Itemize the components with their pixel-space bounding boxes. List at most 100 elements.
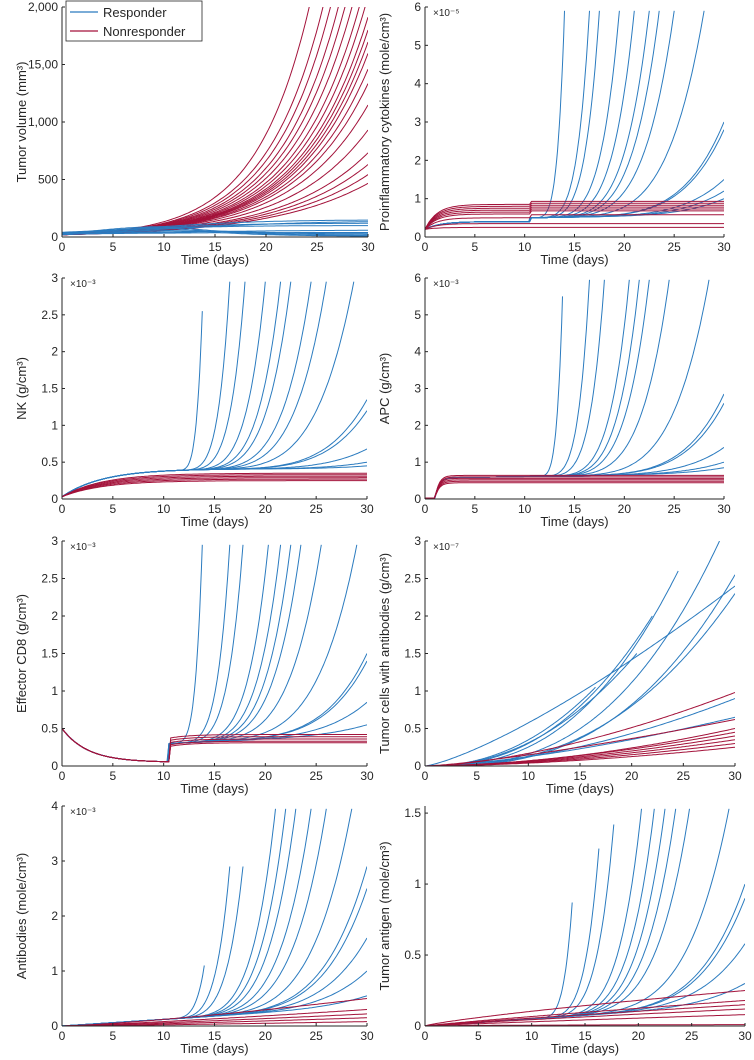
y-axis-label: Antibodies (mole/cm³) — [14, 853, 29, 979]
chart-panel-6: 0 5 10 15 20 25 30 0 0.5 1 1.5 2 2.5 3 ×10⁻⁷ Time (days… — [377, 534, 742, 796]
nonresponder-series-line — [62, 17, 368, 236]
y-tick-label: 4 — [51, 799, 58, 813]
nonresponder-series-line — [62, 164, 368, 236]
y-tick-label: 1 — [51, 418, 58, 432]
y-tick-label: 2 — [51, 345, 58, 359]
x-tick-label: 5 — [110, 240, 117, 254]
x-tick-label: 25 — [685, 1029, 699, 1043]
responder-series-line — [425, 279, 670, 499]
nonresponder-series-line — [425, 476, 724, 499]
y-tick-label: 3 — [51, 534, 58, 548]
nonresponder-series-line — [425, 990, 745, 1026]
y-tick-label: 0 — [414, 1019, 421, 1033]
responder-series-line — [425, 279, 605, 499]
responder-series-line — [62, 808, 297, 1026]
x-tick-label: 20 — [259, 502, 273, 516]
responder-series-line — [425, 10, 590, 230]
nonresponder-series-line — [62, 129, 368, 236]
x-tick-label: 30 — [360, 769, 374, 783]
y-tick-label: 15,00 — [28, 58, 58, 72]
chart-panel-3: 0 5 10 15 20 25 30 0 0.5 1 1.5 2 2.5 3 ×10⁻³ Time (days… — [14, 271, 374, 529]
responder-series-line — [425, 808, 655, 1026]
y-tick-label: 3 — [51, 854, 58, 868]
x-tick-label: 0 — [59, 1029, 66, 1043]
x-tick-label: 15 — [568, 502, 582, 516]
axis-multiplier: ×10⁻³ — [70, 807, 96, 818]
responder-series-line — [425, 541, 720, 766]
x-tick-label: 25 — [309, 1029, 323, 1043]
responder-series-line — [425, 10, 635, 230]
y-tick-label: 3 — [51, 271, 58, 285]
responder-series-line — [62, 866, 231, 1026]
y-tick-label: 2 — [51, 609, 58, 623]
y-tick-label: 1.5 — [41, 382, 58, 396]
responder-series-line — [425, 279, 590, 499]
y-tick-label: 2 — [414, 418, 421, 432]
responder-series-line — [62, 808, 353, 1026]
x-tick-label: 10 — [522, 769, 536, 783]
x-axis-label: Time (days) — [551, 1041, 619, 1056]
nonresponder-series-line — [425, 202, 724, 230]
x-tick-label: 5 — [475, 1029, 482, 1043]
y-tick-label: 1 — [414, 192, 421, 206]
y-tick-label: 2 — [414, 153, 421, 167]
x-tick-label: 5 — [471, 502, 478, 516]
nonresponder-series-line — [62, 41, 368, 236]
y-tick-label: 0 — [51, 1019, 58, 1033]
responder-series-line — [62, 808, 276, 1026]
y-tick-label: 2 — [414, 609, 421, 623]
responder-series-line — [425, 883, 745, 1026]
x-tick-label: 0 — [422, 769, 429, 783]
x-axis-label: Time (days) — [180, 1041, 248, 1056]
x-tick-label: 0 — [59, 769, 66, 783]
y-axis-label: Proinflammatory cytokines (mole/cm³) — [377, 13, 392, 231]
nonresponder-series-line — [425, 223, 724, 230]
x-tick-label: 25 — [667, 502, 681, 516]
responder-series-line — [62, 544, 322, 763]
nonresponder-series-line — [425, 226, 724, 230]
y-tick-label: 1.5 — [404, 647, 421, 661]
responder-series-line — [425, 10, 600, 230]
x-tick-label: 20 — [259, 240, 273, 254]
y-tick-label: 0.5 — [41, 455, 58, 469]
responder-series-line — [62, 701, 367, 763]
axis-multiplier: ×10⁻⁷ — [433, 542, 459, 553]
nonresponder-series-line — [62, 472, 367, 498]
y-axis-label: Tumor volume (mm³) — [14, 62, 29, 183]
y-tick-label: 1 — [414, 877, 421, 891]
responder-series-line — [425, 902, 573, 1026]
x-tick-label: 20 — [618, 240, 632, 254]
y-tick-label: 4 — [414, 345, 421, 359]
responder-series-line — [62, 808, 312, 1026]
x-tick-label: 15 — [208, 502, 222, 516]
series-group — [425, 279, 724, 499]
x-axis-label: Time (days) — [540, 252, 608, 267]
x-tick-label: 10 — [157, 502, 171, 516]
y-tick-label: 2.5 — [404, 572, 421, 586]
y-tick-label: 6 — [414, 271, 421, 285]
x-tick-label: 20 — [632, 1029, 646, 1043]
responder-series-line — [62, 544, 358, 763]
nonresponder-series-line — [425, 482, 724, 499]
x-tick-label: 25 — [309, 769, 323, 783]
responder-series-line — [425, 402, 724, 499]
x-tick-label: 5 — [473, 769, 480, 783]
x-tick-label: 30 — [717, 502, 731, 516]
nonresponder-series-line — [62, 480, 367, 498]
x-tick-label: 15 — [208, 1029, 222, 1043]
responder-series-line — [62, 465, 367, 498]
chart-panel-8: 0 5 10 15 20 25 30 0 0.5 1 1.5 Time (days) Tumor ant… — [377, 806, 752, 1056]
responder-series-line — [425, 10, 705, 230]
y-tick-label: 0 — [414, 759, 421, 773]
responder-series-line — [62, 219, 368, 233]
x-tick-label: 15 — [573, 769, 587, 783]
responder-series-line — [425, 848, 600, 1026]
y-tick-label: 0 — [51, 492, 58, 506]
nonresponder-series-line — [62, 728, 367, 763]
y-tick-label: 0.5 — [404, 948, 421, 962]
nonresponder-series-line — [62, 474, 367, 498]
responder-series-line — [62, 281, 266, 498]
x-tick-label: 30 — [360, 502, 374, 516]
responder-series-line — [425, 296, 563, 499]
x-axis-label: Time (days) — [180, 781, 248, 796]
